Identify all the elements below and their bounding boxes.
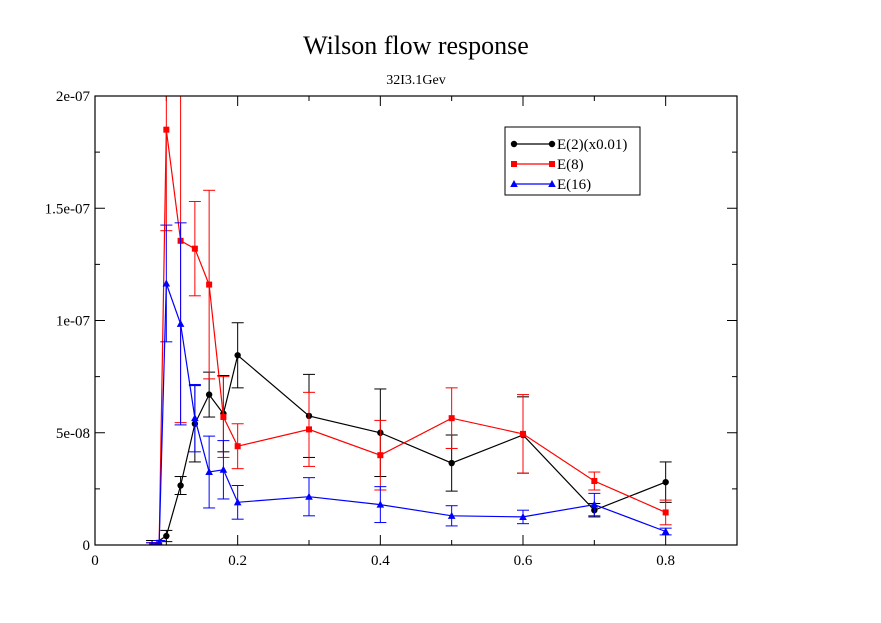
data-point [155,538,163,545]
data-point [662,509,669,516]
series-2 [146,222,672,545]
data-point [305,492,313,500]
data-point [591,478,598,485]
legend-label: E(16) [557,177,591,193]
data-point [163,532,170,540]
data-point [377,452,384,459]
data-point [519,512,527,520]
data-point [448,459,455,467]
data-point [205,468,213,476]
y-tick-label: 1e-07 [56,314,91,330]
data-point [162,279,171,287]
data-point [234,352,241,359]
data-point [448,415,455,422]
y-tick-label: 1.5e-07 [45,201,91,217]
chart-subtitle: 32I3.1Gev [386,73,446,88]
data-point [206,281,213,288]
data-point [590,500,599,508]
series-1 [146,96,672,545]
x-tick-label: 0.6 [514,553,533,569]
data-point [661,527,670,535]
data-point [176,319,185,327]
y-tick-label: 5e-08 [56,426,90,442]
data-point [149,541,155,545]
data-point [520,430,526,437]
series-line [151,129,666,545]
data-point [177,482,184,489]
data-point [219,465,228,473]
data-point [234,443,241,450]
y-axis: 0 5e-08 1e-07 1.5e-07 2e-07 [45,89,737,554]
data-point [662,478,669,486]
data-point [205,391,213,398]
y-tick-label: 0 [83,538,91,554]
legend-marker [510,140,518,148]
series-0 [146,322,672,545]
data-point [376,500,385,508]
data-point [163,126,170,133]
y-tick-label: 2e-07 [56,89,91,105]
data-point [233,498,242,506]
legend-label: E(2)(x0.01) [557,137,627,153]
legend-marker [511,161,517,167]
data-point [306,426,312,433]
data-point [191,245,198,252]
legend: E(2)(x0.01) E(8) E(16) [504,126,641,196]
data-point [191,414,199,422]
legend-marker [510,180,518,187]
plot-area [146,96,672,545]
chart-title: Wilson flow response [303,31,529,60]
plot-frame [94,95,738,546]
legend-marker [548,180,556,187]
x-tick-label: 0.2 [228,553,247,569]
x-axis: 0 0.2 0.4 0.6 0.8 [91,96,738,569]
legend-label: E(8) [557,157,584,173]
legend-marker [549,161,555,167]
series-line [151,283,666,545]
x-tick-label: 0.8 [656,553,675,569]
data-point [447,511,456,519]
x-tick-label: 0.4 [371,553,390,569]
x-tick-label: 0 [91,553,99,569]
legend-marker [548,140,556,148]
data-point [220,414,227,421]
